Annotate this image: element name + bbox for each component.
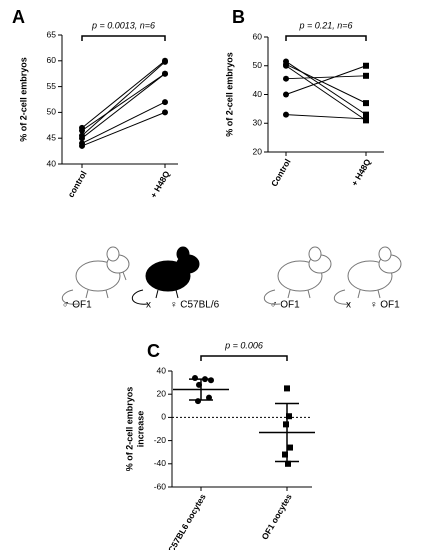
pair-line (285, 75, 367, 80)
y-axis-label: increase (135, 411, 145, 448)
y-tick-label: 55 (47, 81, 57, 91)
y-tick-label: -40 (154, 458, 167, 468)
marker (285, 460, 291, 467)
marker (208, 377, 214, 384)
y-tick-label: 0 (161, 412, 166, 422)
pair-line (285, 65, 367, 121)
marker (283, 421, 289, 428)
significance-bracket (81, 35, 166, 41)
marker (363, 115, 369, 122)
x-tick-label: + H48Q (349, 157, 373, 188)
marker (192, 374, 198, 381)
pair-line (285, 63, 367, 104)
y-tick-label: 20 (253, 146, 263, 156)
pair-line (81, 60, 166, 129)
x-tick-label: + H48Q (148, 169, 172, 200)
x-tick-label: Control (269, 157, 293, 188)
y-tick-label: -60 (154, 481, 167, 491)
marker (206, 394, 212, 401)
x-tick-label: OF1 oocytes (260, 492, 294, 541)
mouse-black (131, 246, 200, 305)
y-tick-label: 60 (253, 31, 263, 41)
y-tick-label: 50 (253, 60, 263, 70)
panel-letter: A (12, 7, 25, 27)
p-value: p = 0.21, n=6 (298, 20, 352, 30)
y-tick-label: 40 (253, 89, 263, 99)
y-axis-label: % of 2-cell embryos (124, 387, 134, 472)
marker (284, 385, 290, 392)
mouse (61, 246, 130, 305)
pair-line (81, 101, 166, 144)
pair-line (285, 61, 367, 116)
y-axis-label: % of 2-cell embryos (18, 57, 28, 142)
mouse (333, 246, 402, 305)
y-tick-label: 65 (47, 29, 57, 39)
marker (162, 109, 168, 116)
p-value: p = 0.006 (224, 340, 263, 350)
mouse (263, 246, 332, 305)
marker (363, 72, 369, 79)
x-tick-label: C57BL6 oocytes (166, 492, 208, 550)
x-tick-label: control (66, 169, 89, 199)
marker (283, 62, 289, 69)
marker (287, 444, 293, 451)
marker (79, 127, 85, 134)
y-tick-label: 45 (47, 132, 57, 142)
y-tick-label: 40 (157, 365, 167, 375)
significance-bracket (200, 355, 288, 361)
y-tick-label: 60 (47, 55, 57, 65)
pair-line (81, 61, 166, 136)
marker (162, 70, 168, 77)
panel-letter: B (232, 7, 245, 27)
male-label: ♂ OF1 (270, 300, 300, 311)
y-tick-label: 30 (253, 118, 263, 128)
marker (282, 451, 288, 458)
cross-label: x (146, 300, 151, 311)
pair-line (285, 114, 367, 120)
male-label: ♂ OF1 (62, 300, 92, 311)
pair-line (285, 65, 367, 95)
marker (363, 62, 369, 69)
marker (363, 100, 369, 107)
y-axis-label: % of 2-cell embryos (224, 52, 234, 137)
marker (162, 58, 168, 65)
y-tick-label: -20 (154, 435, 167, 445)
p-value: p = 0.0013, n=6 (91, 20, 155, 30)
marker (79, 142, 85, 149)
marker (79, 135, 85, 142)
marker (162, 99, 168, 106)
y-tick-label: 50 (47, 107, 57, 117)
y-tick-label: 20 (157, 388, 167, 398)
cross-label: x (346, 300, 351, 311)
marker (196, 381, 202, 388)
female-label: ♀ OF1 (370, 300, 400, 311)
pair-line (81, 111, 166, 147)
female-label: ♀ C57BL/6 (170, 300, 220, 311)
pair-line (81, 73, 166, 139)
marker (283, 75, 289, 82)
y-tick-label: 40 (47, 158, 57, 168)
marker (363, 111, 369, 118)
panel-letter: C (147, 341, 160, 361)
marker (202, 376, 208, 383)
marker (283, 111, 289, 118)
marker (195, 398, 201, 405)
significance-bracket (285, 35, 367, 41)
marker (283, 91, 289, 98)
pair-line (81, 73, 166, 131)
marker (286, 413, 292, 420)
